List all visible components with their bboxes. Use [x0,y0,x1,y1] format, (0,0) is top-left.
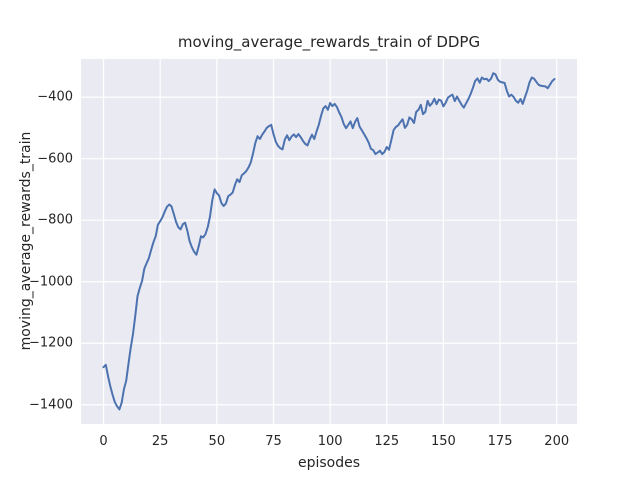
x-tick-label: 100 [317,434,343,449]
x-tick-label: 0 [99,434,108,449]
plot-area [81,59,577,424]
x-axis-label: episodes [297,455,361,471]
y-axis-label: moving_average_rewards_train [18,131,34,351]
y-tick-label: −400 [37,89,73,105]
y-tick-label: −800 [37,212,73,228]
x-tick-label: 50 [208,434,226,449]
reward-line [102,72,556,411]
x-tick-label: 200 [544,434,570,449]
x-tick-label: 75 [265,434,282,449]
x-tick-label: 25 [151,434,169,449]
x-tick-label: 150 [431,434,456,449]
y-tick-label: −1000 [29,274,73,290]
y-tick-label: −1400 [29,397,73,413]
chart-svg [81,59,577,424]
y-tick-label: −1200 [29,335,73,351]
x-tick-label: 125 [374,434,400,449]
chart-title: moving_average_rewards_train of DDPG [177,33,481,51]
y-tick-label: −600 [37,151,73,167]
x-tick-label: 175 [487,434,513,449]
